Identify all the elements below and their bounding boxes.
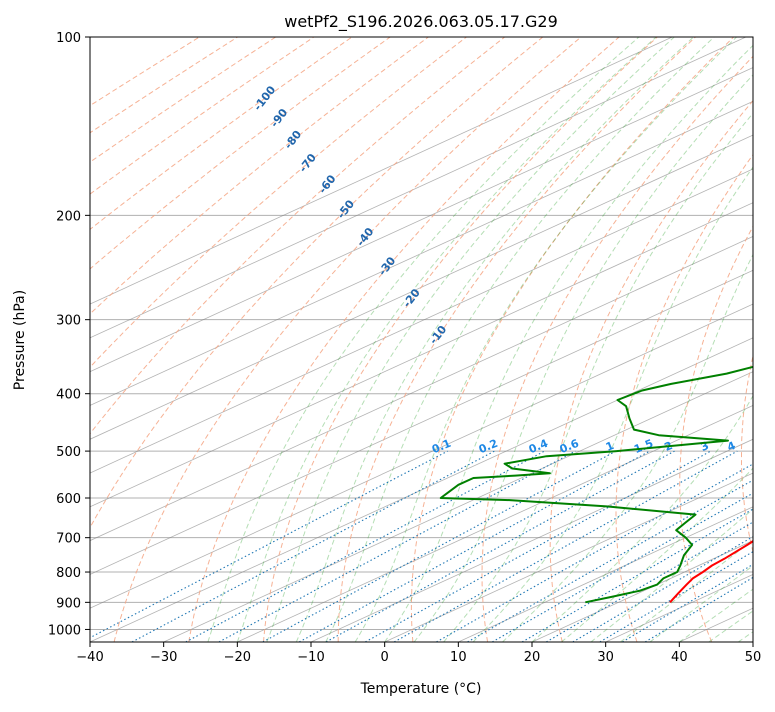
x-tick-label: 30 bbox=[597, 650, 614, 665]
y-tick-label: 500 bbox=[56, 445, 81, 460]
y-tick-label: 200 bbox=[56, 209, 81, 224]
y-tick-label: 700 bbox=[56, 532, 81, 547]
y-tick-label: 100 bbox=[56, 31, 81, 46]
x-tick-label: −10 bbox=[297, 650, 324, 665]
y-axis-label: Pressure (hPa) bbox=[12, 290, 28, 390]
y-tick-label: 400 bbox=[56, 388, 81, 403]
chart-title: wetPf2_S196.2026.063.05.17.G29 bbox=[284, 12, 558, 32]
x-tick-label: 10 bbox=[450, 650, 467, 665]
x-tick-label: 0 bbox=[381, 650, 389, 665]
y-tick-label: 900 bbox=[56, 596, 81, 611]
x-tick-label: −40 bbox=[76, 650, 103, 665]
y-tick-label: 600 bbox=[56, 492, 81, 507]
x-tick-label: 50 bbox=[745, 650, 762, 665]
x-tick-label: 20 bbox=[524, 650, 541, 665]
y-tick-label: 800 bbox=[56, 566, 81, 581]
x-axis-label: Temperature (°C) bbox=[360, 681, 482, 697]
y-tick-label: 1000 bbox=[48, 623, 81, 638]
x-tick-label: −30 bbox=[150, 650, 177, 665]
x-tick-label: 40 bbox=[671, 650, 688, 665]
x-tick-label: −20 bbox=[224, 650, 251, 665]
y-tick-label: 300 bbox=[56, 314, 81, 329]
